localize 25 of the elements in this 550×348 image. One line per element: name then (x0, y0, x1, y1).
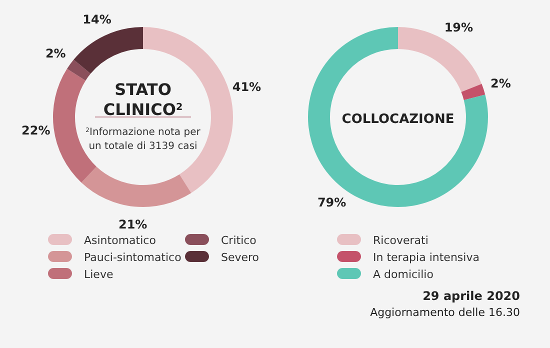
data-label: 79% (317, 195, 346, 210)
data-label: 41% (232, 80, 262, 94)
text: Aggiornamento delle 16.30 (370, 306, 520, 319)
data-label: 14% (82, 12, 112, 26)
legend-label: A domicilio (373, 268, 434, 281)
text: 29 aprile 2020 (422, 289, 520, 303)
data-label: 2% (45, 46, 66, 61)
data-label: 19% (444, 20, 474, 35)
legend-label: Severo (221, 251, 260, 264)
legend-label: Critico (221, 234, 257, 247)
data-label: 21% (118, 218, 148, 232)
donut-slice (74, 27, 143, 74)
data-label: 2% (490, 76, 511, 91)
donut-slice (461, 84, 486, 100)
legend-label: Pauci-sintomatico (84, 251, 182, 264)
donut-slice (67, 60, 91, 81)
text: COLLOCAZIONE (342, 112, 454, 127)
legend-label: Ricoverati (373, 234, 428, 247)
donut-slice (81, 166, 192, 207)
text: $^{2}$Informazione nota per un totale di 3139 casi (86, 126, 202, 152)
legend-label: Lieve (84, 268, 114, 281)
text: STATO CLINICO$^{2}$ (103, 80, 183, 119)
data-label: 22% (21, 124, 50, 138)
legend-label: In terapia intensiva (373, 251, 480, 264)
legend-label: Asintomatico (84, 234, 156, 247)
